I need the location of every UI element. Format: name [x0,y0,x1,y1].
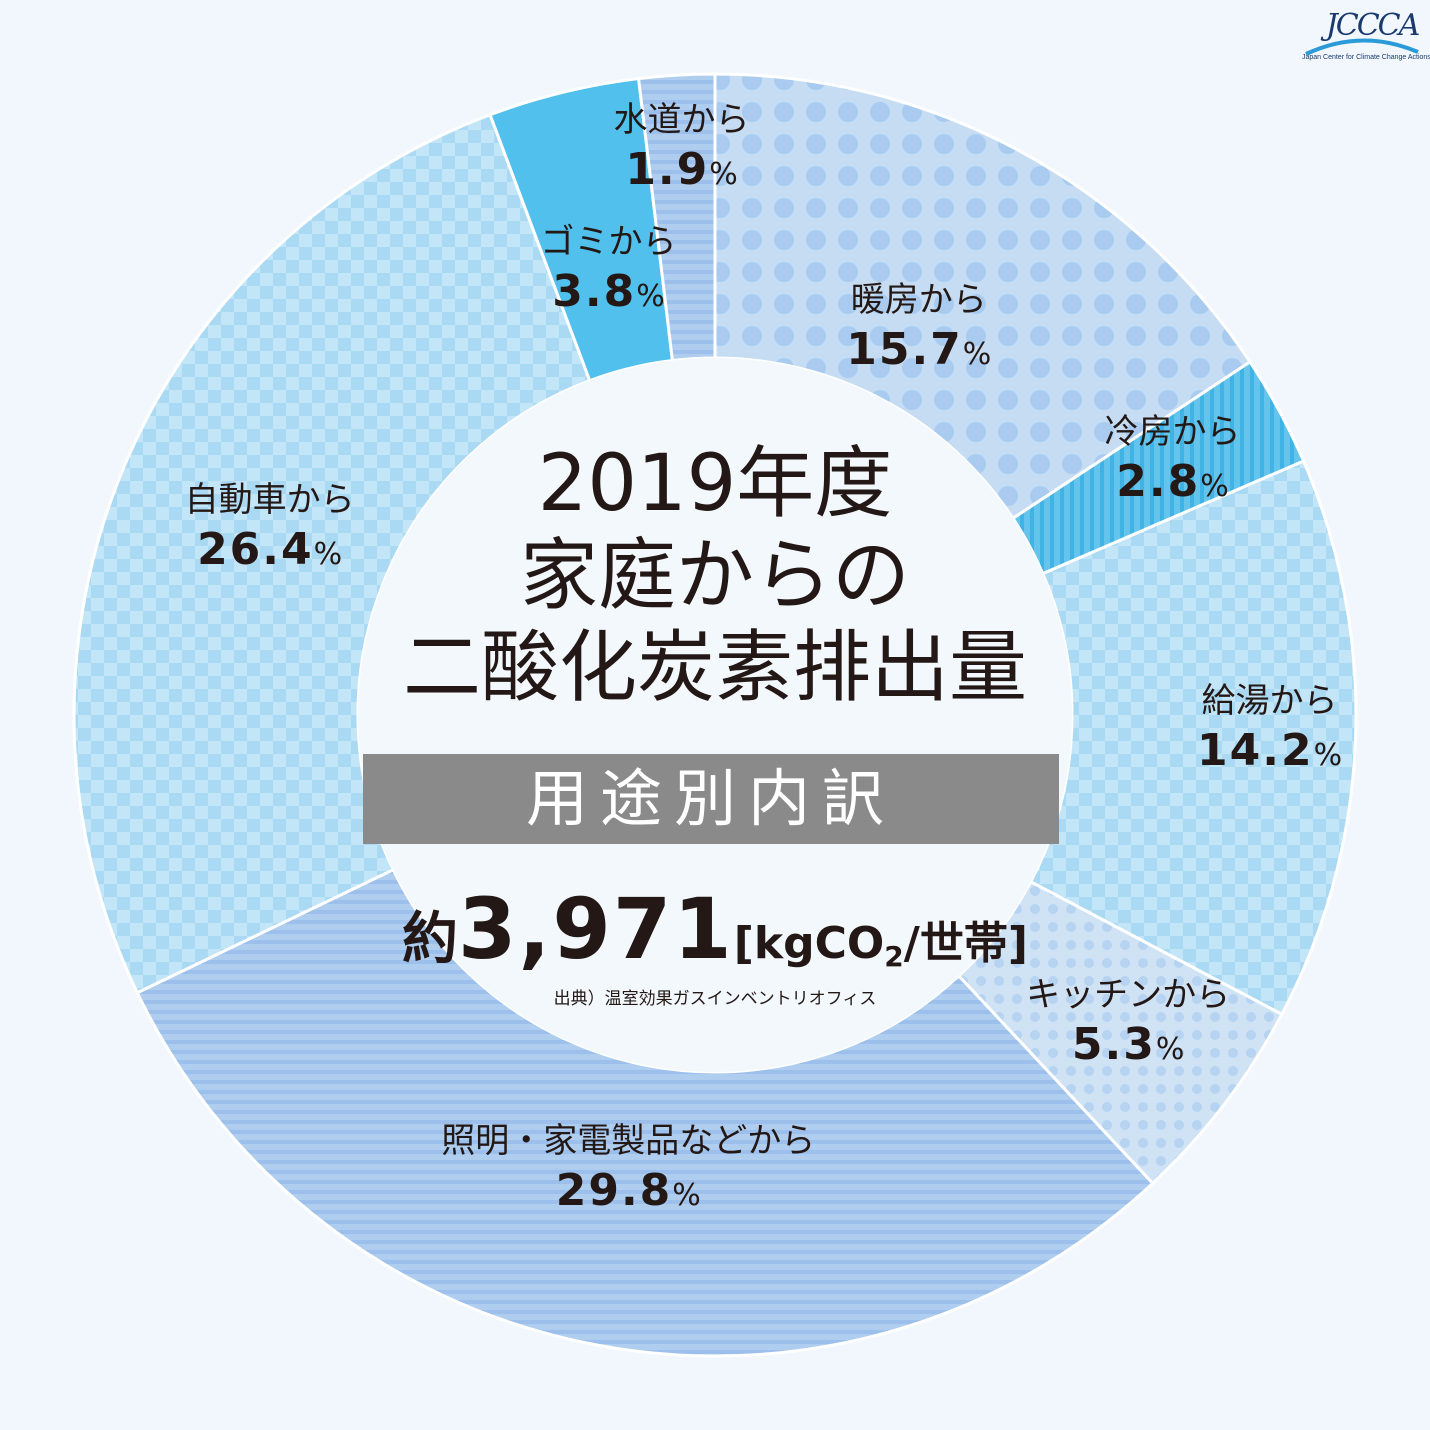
slice-percent-sign: % [636,278,665,314]
slice-value: 2.8% [1116,455,1229,507]
logo-wordmark: JCCCA [1325,8,1421,43]
total-unit-open: [kgCO [733,918,885,969]
source-note: 出典）温室効果ガスインベントリオフィス [553,989,877,1009]
jccca-logo: JCCCA Japan Center for Climate Change Ac… [1302,8,1430,68]
total-unit-close: /世帯] [903,918,1028,969]
slice-name: 給湯から [1201,680,1338,721]
slice-label: 冷房から 2.8% [1105,410,1241,515]
slice-name: キッチンから [1026,974,1231,1015]
slice-name: 照明・家電製品などから [441,1120,816,1161]
total-emissions: 約3,971[kgCO2/世帯] [330,880,1100,978]
donut-hole [358,358,1072,1072]
slice-name: ゴミから [540,221,677,262]
slice-percent-sign: % [672,1177,701,1213]
slice-label: 照明・家電製品などから 29.8% [441,1119,815,1224]
total-prefix: 約 [402,907,459,972]
slice-name: 水道から [613,99,750,140]
slice-percent-sign: % [1155,1031,1185,1067]
slice-label: キッチンから 5.3% [1026,973,1230,1078]
slice-percent-sign: % [962,337,992,373]
breakdown-banner: 用途別内訳 [363,754,1059,844]
total-unit: [kgCO2/世帯] [733,918,1028,973]
slice-value: 14.2% [1197,724,1343,776]
slice-percent-sign: % [1313,737,1343,773]
slice-name: 暖房から [850,280,987,321]
slice-value: 29.8% [555,1164,701,1216]
total-value: 3,971 [458,880,734,978]
slice-value: 5.3% [1071,1018,1185,1070]
slice-label: 自動車から 26.4% [185,478,355,583]
slice-label: 暖房から 15.7% [846,278,991,383]
title-year: 2019年度 [537,439,893,529]
total-unit-subscript: 2 [884,940,904,973]
center-title: 2019年度 家庭からの 二酸化炭素排出量 [360,438,1070,714]
slice-value: 3.8% [552,265,665,317]
logo-arc-icon [1305,38,1419,56]
slice-value: 1.9% [625,143,738,195]
slice-percent-sign: % [1200,468,1229,504]
slice-name: 冷房から [1104,411,1241,452]
slice-label: ゴミから 3.8% [540,220,676,325]
slice-label: 給湯から 14.2% [1197,679,1342,784]
title-line-2: 家庭からの [519,531,910,621]
slice-name: 自動車から [184,480,355,521]
slice-value: 26.4% [197,524,343,576]
slice-value: 15.7% [846,324,992,376]
logo-subtitle: Japan Center for Climate Change Actions [1302,54,1430,61]
slice-percent-sign: % [709,156,738,192]
slice-label: 水道から 1.9% [614,98,750,203]
title-line-3: 二酸化炭素排出量 [402,623,1027,713]
slice-percent-sign: % [313,537,343,573]
